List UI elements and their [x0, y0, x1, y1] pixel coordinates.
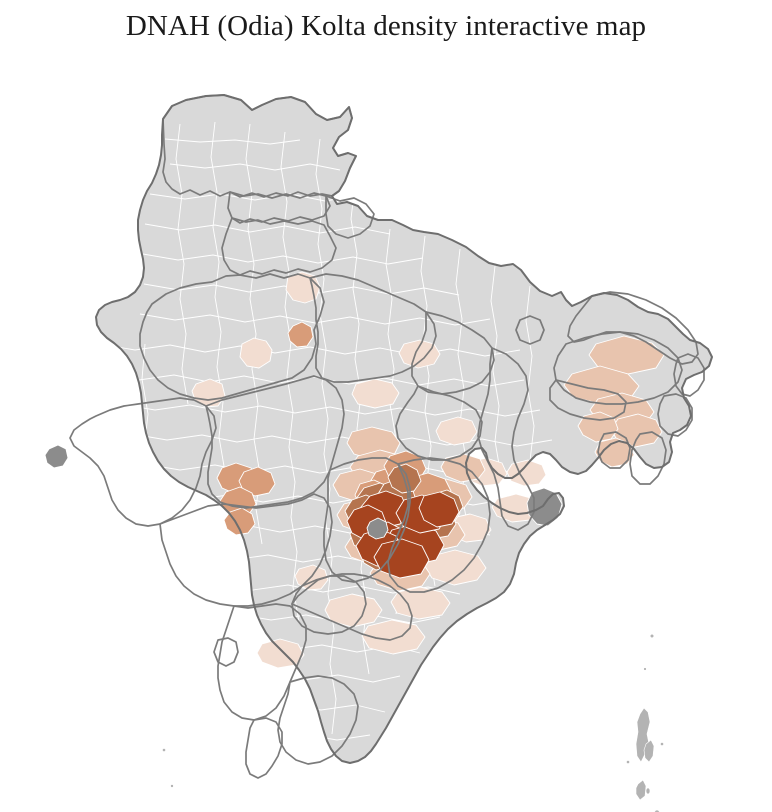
no-data-patch [526, 487, 563, 527]
district-level-5[interactable] [418, 491, 460, 528]
nicobar-island [635, 779, 647, 801]
district-level-1[interactable] [191, 378, 226, 408]
state-border-tamilnadu [277, 675, 359, 765]
small-island [660, 742, 664, 746]
state-border-west-bengal [477, 347, 535, 531]
state-border-andhra [291, 573, 413, 641]
lakshadweep-island [170, 784, 174, 788]
page-title: DNAH (Odia) Kolta density interactive ma… [125, 10, 647, 42]
state-border-bihar [411, 311, 495, 395]
lakshadweep-island [162, 748, 166, 752]
nicobar-island [645, 787, 651, 795]
state-border-uttarakhand [325, 195, 375, 239]
islands-group [162, 633, 664, 812]
small-island [649, 633, 655, 639]
state-border-tripura [597, 431, 631, 469]
state-border-goa [213, 637, 239, 667]
state-border-sikkim [515, 315, 545, 345]
state-border-mizoram [629, 431, 667, 485]
state-border-meghalaya [549, 379, 627, 421]
state-border-maharashtra [159, 493, 333, 607]
district-level-5[interactable] [373, 538, 430, 579]
state-border-assam [553, 331, 683, 405]
small-island [643, 667, 647, 671]
state-border-telangana [291, 575, 367, 635]
state-border-chhattisgarh [323, 457, 411, 583]
district-level-2[interactable] [588, 335, 665, 375]
state-border-nagaland [673, 353, 705, 397]
district-level-1[interactable] [435, 416, 478, 446]
district-level-2[interactable] [594, 437, 635, 468]
state-border-arunachal [567, 291, 699, 365]
map-canvas[interactable] [0, 44, 772, 812]
state-border-odisha [387, 457, 491, 593]
state-border-punjab-haryana [221, 217, 337, 276]
india-choropleth-svg[interactable] [0, 44, 772, 812]
district-level-1[interactable] [239, 337, 273, 369]
small-island [626, 760, 630, 764]
state-border-kerala [245, 717, 283, 779]
district-level-1[interactable] [390, 586, 451, 620]
district-level-3[interactable] [238, 466, 276, 497]
state-border-rajasthan [139, 273, 325, 401]
india-border [95, 94, 713, 764]
district-level-3[interactable] [287, 321, 314, 348]
district-level-1[interactable] [324, 593, 383, 628]
country-outline-group [95, 94, 713, 764]
district-level-1[interactable] [351, 378, 400, 409]
state-border-himachal [227, 191, 331, 224]
state-border-uttar-pradesh [309, 273, 437, 383]
no-data-patches [44, 444, 563, 540]
district-level-3[interactable] [223, 507, 256, 536]
state-border-karnataka [217, 603, 307, 721]
no-data-patch [44, 444, 69, 469]
state-border-madhya-pradesh [205, 375, 345, 509]
andaman-island [643, 739, 655, 763]
no-data-patch [366, 517, 389, 540]
density-level-1-group[interactable] [191, 271, 547, 669]
state-border-gujarat [69, 397, 217, 527]
district-level-1[interactable] [398, 339, 441, 369]
